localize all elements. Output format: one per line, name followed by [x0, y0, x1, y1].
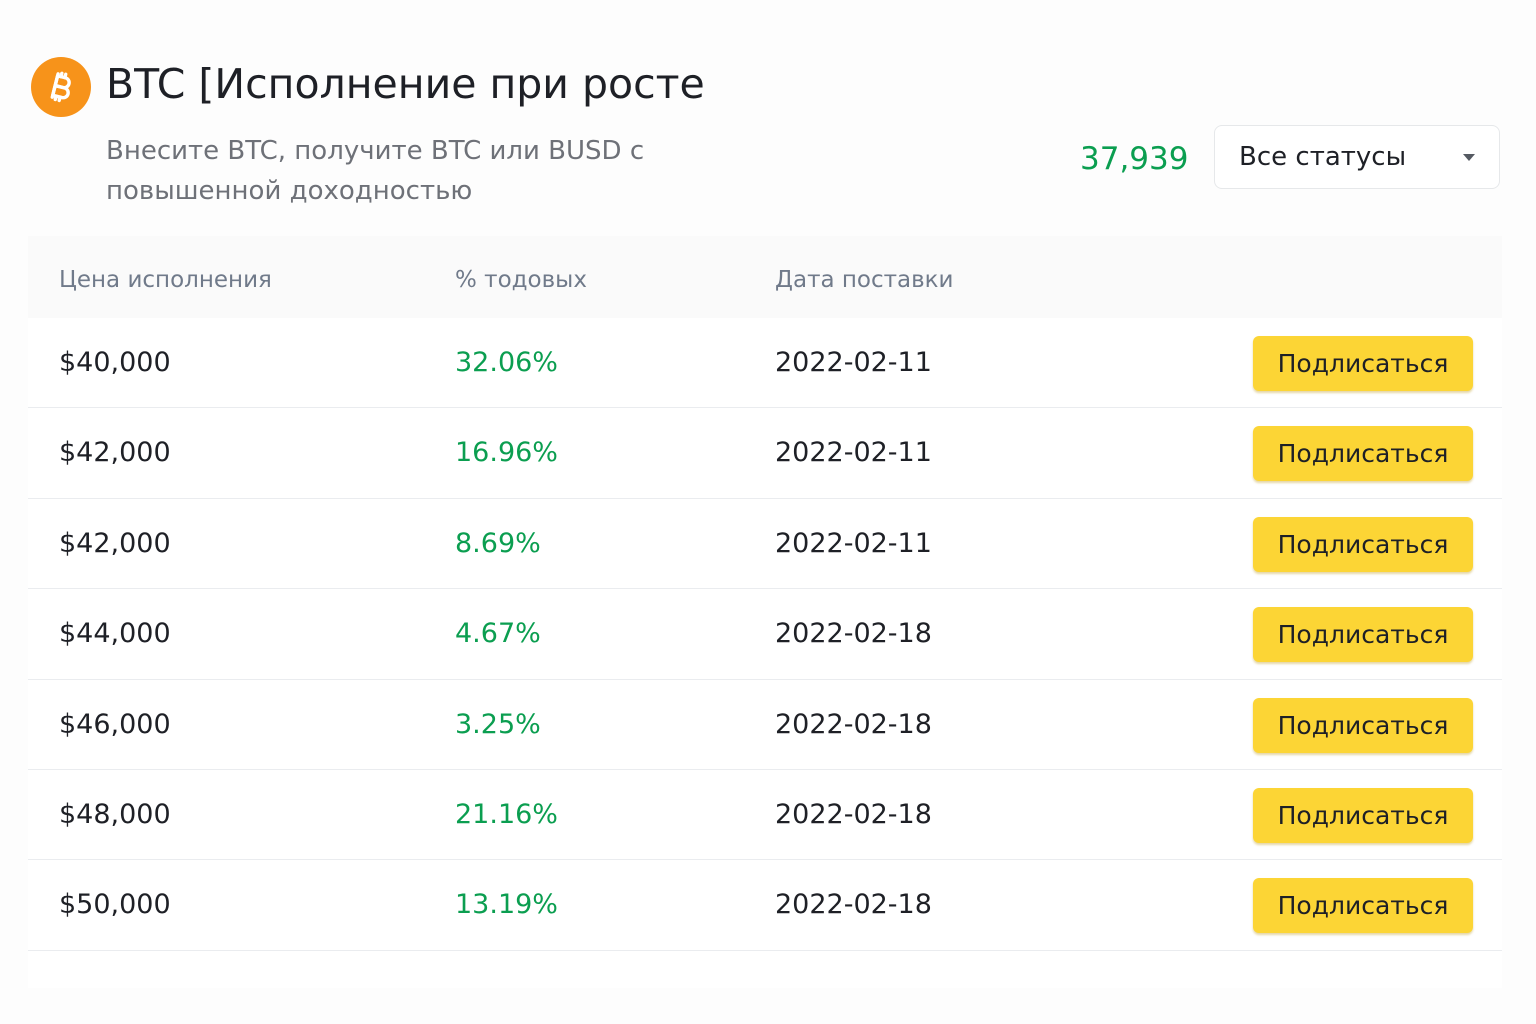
settlement-date: 2022-02-18 — [775, 889, 932, 921]
subscribe-button[interactable]: Подлисаться — [1253, 426, 1473, 482]
page-subtitle: Внесите BTC, получите BTC или BUSD с пов… — [106, 136, 645, 206]
strike-price-table: Цена исполнения % тодовых Дата поставки … — [28, 236, 1502, 988]
column-header-strike-price: Цена исполнения — [59, 267, 272, 293]
table-row: $46,000 3.25% 2022-02-18 Подлисаться — [28, 680, 1502, 770]
apy-value: 32.06% — [455, 347, 558, 378]
subscribe-button[interactable]: Подлисаться — [1253, 516, 1473, 572]
table-row: $42,000 8.69% 2022-02-11 Подлисаться — [28, 499, 1502, 590]
strike-price: $50,000 — [59, 889, 171, 921]
column-header-apy: % тодовых — [455, 267, 587, 293]
settlement-date: 2022-02-11 — [775, 437, 932, 469]
apy-value: 4.67% — [455, 618, 541, 650]
status-filter-value: Все статусы — [1239, 142, 1407, 172]
strike-price: $42,000 — [59, 437, 171, 469]
strike-price: $48,000 — [59, 798, 171, 830]
status-filter-dropdown[interactable]: Все статусы — [1214, 125, 1500, 189]
chevron-down-icon — [1463, 153, 1475, 161]
bitcoin-icon — [31, 57, 91, 117]
apy-value: 16.96% — [455, 437, 558, 469]
subscribe-button[interactable]: Подлисаться — [1253, 697, 1473, 753]
subscribe-button[interactable]: Подлисаться — [1253, 878, 1473, 934]
strike-price: $42,000 — [59, 527, 171, 559]
table-row: $40,000 32.06% 2022-02-11 Подлисаться — [28, 318, 1502, 409]
current-price: 37,939 — [1080, 141, 1189, 177]
settlement-date: 2022-02-18 — [775, 798, 932, 830]
apy-value: 8.69% — [455, 527, 541, 559]
table-row: $50,000 13.19% 2022-02-18 Подлисаться — [28, 860, 1502, 951]
subscribe-button[interactable]: Подлисаться — [1253, 336, 1473, 391]
table-row: $42,000 16.96% 2022-02-11 Подлисаться — [28, 408, 1502, 499]
strike-price: $40,000 — [59, 347, 171, 378]
subscribe-button[interactable]: Подлисаться — [1253, 787, 1473, 843]
apy-value: 21.16% — [455, 798, 558, 830]
page-title: BTC [Исполнение при росте — [106, 60, 705, 108]
table-header: Цена исполнения % тодовых Дата поставки — [28, 236, 1502, 318]
strike-price: $46,000 — [59, 708, 171, 740]
settlement-date: 2022-02-18 — [775, 618, 932, 650]
table-row: $48,000 21.16% 2022-02-18 Подлисаться — [28, 770, 1502, 861]
settlement-date: 2022-02-11 — [775, 527, 932, 559]
subscribe-button[interactable]: Подлисаться — [1253, 607, 1473, 663]
apy-value: 13.19% — [455, 889, 558, 921]
apy-value: 3.25% — [455, 708, 541, 740]
table-row: $44,000 4.67% 2022-02-18 Подлисаться — [28, 589, 1502, 680]
table-body: $40,000 32.06% 2022-02-11 Подлисаться $4… — [28, 318, 1502, 951]
settlement-date: 2022-02-18 — [775, 708, 932, 740]
strike-price: $44,000 — [59, 618, 171, 650]
settlement-date: 2022-02-11 — [775, 347, 932, 378]
column-header-settlement-date: Дата поставки — [775, 267, 954, 293]
